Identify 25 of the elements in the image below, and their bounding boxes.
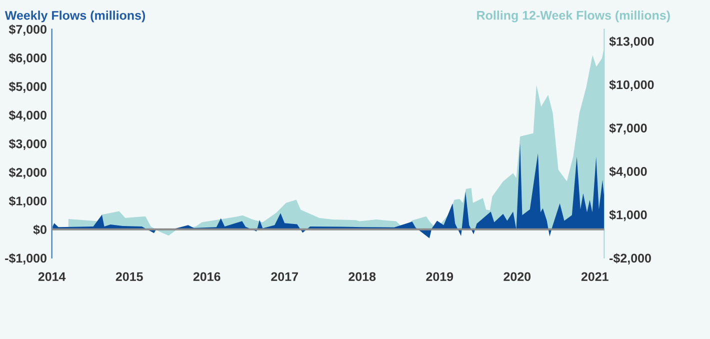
y-tick-label: $4,000	[8, 110, 46, 122]
x-tick-label: 2021	[581, 272, 608, 282]
y-tick-label: -$1,000	[5, 253, 46, 264]
y2-tick-label: $7,000	[609, 123, 647, 134]
y-axis-title: Weekly Flows (millions)	[4, 10, 146, 22]
x-tick-label: 2015	[116, 272, 143, 282]
x-tick-label: 2014	[38, 272, 66, 282]
x-tick-label: 2017	[271, 272, 298, 282]
y-tick-label: $3,000	[8, 138, 46, 150]
y-tick-label: $6,000	[8, 53, 46, 64]
x-tick-label: 2020	[504, 272, 531, 282]
y2-tick-label: -$2,000	[610, 253, 651, 264]
y2-tick-label: $10,000	[609, 80, 654, 91]
x-tick-label: 2018	[348, 272, 376, 282]
y-tick-label: $7,000	[8, 24, 46, 36]
y2-axis-title: Rolling 12-Week Flows (millions)	[477, 10, 670, 22]
x-tick-label: 2019	[426, 272, 454, 282]
y-tick-label: $2,000	[8, 167, 46, 179]
y-tick-label: $0	[33, 224, 46, 235]
y2-tick-label: $1,000	[609, 210, 647, 222]
y-tick-label: $5,000	[8, 82, 46, 93]
y-tick-label: $1,000	[8, 196, 46, 208]
y2-tick-label: $4,000	[609, 166, 647, 178]
y2-tick-label: $13,000	[609, 36, 654, 48]
x-tick-label: 2016	[193, 272, 220, 282]
